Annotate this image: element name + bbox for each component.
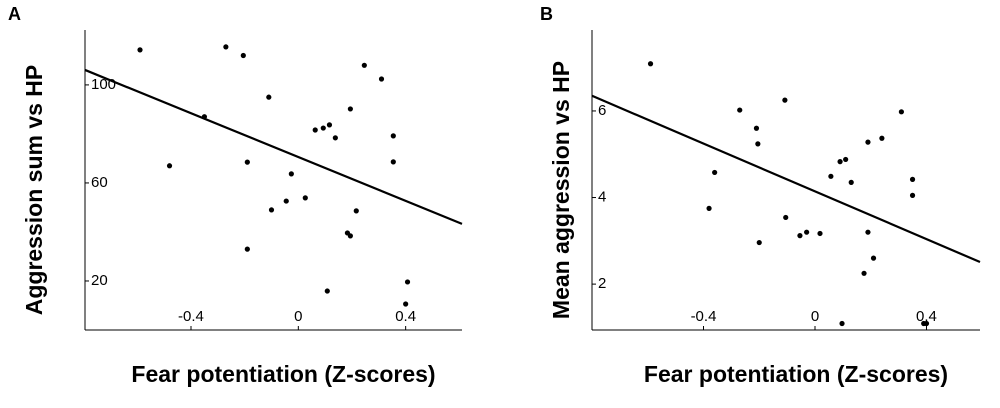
point bbox=[353, 208, 359, 214]
point bbox=[361, 62, 367, 68]
point bbox=[737, 107, 743, 113]
x-tick-label: -0.4 bbox=[178, 308, 204, 325]
point bbox=[137, 47, 143, 53]
point bbox=[839, 320, 845, 327]
point bbox=[865, 229, 871, 235]
point bbox=[923, 320, 930, 327]
point bbox=[865, 139, 871, 145]
point bbox=[804, 229, 810, 235]
point bbox=[797, 233, 803, 239]
point bbox=[320, 125, 326, 131]
point bbox=[879, 135, 885, 141]
point bbox=[201, 114, 208, 120]
y-tick-label: 60 bbox=[91, 174, 108, 191]
y-tick-label: 4 bbox=[598, 189, 606, 206]
y-axis-label: Mean aggression vs HP bbox=[548, 61, 574, 319]
x-tick-label: 0 bbox=[294, 308, 302, 325]
point bbox=[712, 169, 718, 176]
y-axis-label: Aggression sum vs HP bbox=[21, 65, 47, 316]
point bbox=[861, 270, 867, 276]
point bbox=[240, 52, 246, 59]
point bbox=[390, 133, 396, 139]
point bbox=[324, 288, 330, 294]
point bbox=[828, 173, 834, 179]
point bbox=[753, 125, 760, 131]
point bbox=[783, 214, 789, 221]
x-tick-label: 0.4 bbox=[916, 308, 937, 325]
point bbox=[782, 97, 788, 103]
point bbox=[166, 163, 173, 169]
point bbox=[244, 246, 250, 252]
point bbox=[244, 159, 250, 165]
x-axis-label: Fear potentiation (Z-scores) bbox=[131, 361, 435, 387]
point bbox=[390, 159, 396, 165]
point bbox=[756, 239, 762, 246]
panel-label: B bbox=[540, 4, 553, 24]
point bbox=[848, 179, 854, 185]
point bbox=[302, 195, 308, 201]
point bbox=[326, 122, 333, 128]
y-tick-label: 20 bbox=[91, 272, 108, 289]
point bbox=[347, 233, 353, 239]
point bbox=[332, 135, 338, 141]
x-tick-label: 0 bbox=[811, 308, 819, 325]
point bbox=[403, 301, 409, 307]
point bbox=[870, 255, 877, 261]
point bbox=[647, 61, 654, 67]
point bbox=[909, 192, 916, 198]
point bbox=[268, 207, 275, 213]
x-axis-label: Fear potentiation (Z-scores) bbox=[644, 361, 948, 387]
fit-line bbox=[591, 94, 981, 264]
point bbox=[266, 94, 272, 100]
point bbox=[898, 109, 904, 115]
point bbox=[755, 141, 761, 147]
fit-line bbox=[84, 68, 463, 225]
point bbox=[706, 205, 712, 211]
point bbox=[312, 127, 318, 133]
y-tick-label: 6 bbox=[598, 102, 606, 119]
point bbox=[843, 156, 849, 163]
y-tick-label: 2 bbox=[598, 275, 606, 292]
point bbox=[378, 76, 385, 82]
point bbox=[283, 198, 289, 204]
point bbox=[837, 159, 843, 165]
panel-label: A bbox=[8, 4, 21, 24]
point bbox=[288, 171, 294, 177]
point bbox=[817, 230, 823, 237]
point bbox=[909, 176, 916, 182]
x-tick-label: -0.4 bbox=[691, 308, 717, 325]
x-tick-label: 0.4 bbox=[395, 308, 416, 325]
point bbox=[347, 106, 353, 112]
point bbox=[404, 279, 411, 285]
point bbox=[223, 44, 229, 50]
